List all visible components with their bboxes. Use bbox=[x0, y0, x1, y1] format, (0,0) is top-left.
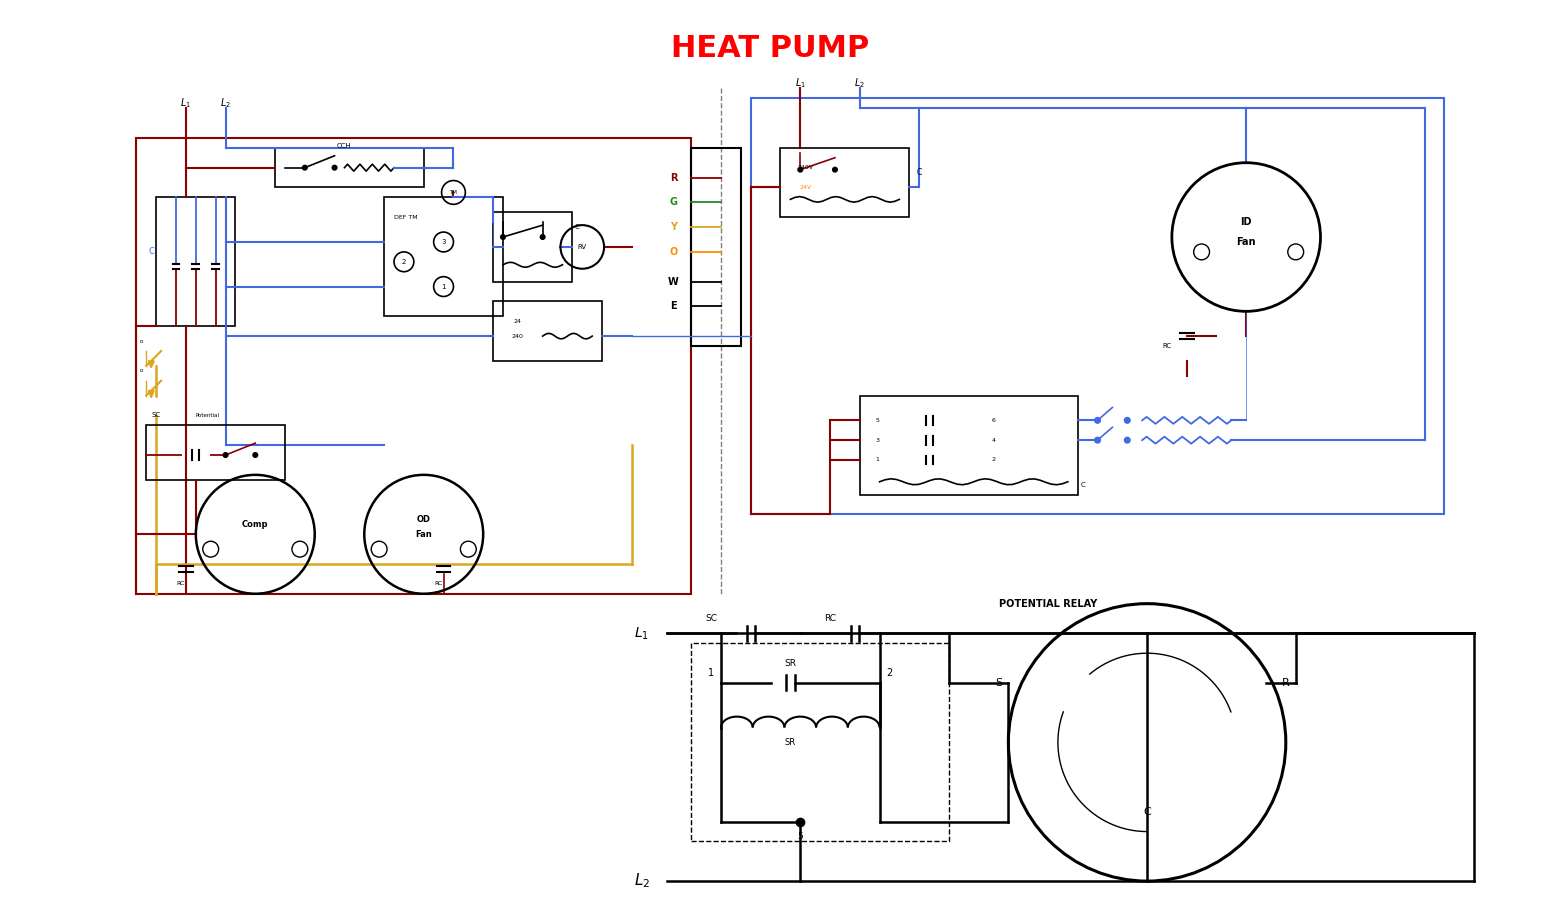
Text: SR: SR bbox=[785, 737, 796, 747]
Text: $L_1$: $L_1$ bbox=[634, 625, 650, 641]
Text: DEF TM: DEF TM bbox=[394, 215, 417, 220]
Polygon shape bbox=[149, 361, 154, 368]
Circle shape bbox=[1124, 437, 1129, 443]
Text: SC: SC bbox=[706, 614, 717, 623]
Text: 24V: 24V bbox=[799, 185, 811, 190]
Text: E: E bbox=[670, 301, 676, 311]
Bar bbox=[136, 138, 692, 594]
Text: ID: ID bbox=[1241, 217, 1252, 227]
Text: C: C bbox=[149, 247, 154, 256]
Text: CCH: CCH bbox=[337, 143, 352, 149]
Circle shape bbox=[253, 453, 257, 457]
Circle shape bbox=[541, 235, 544, 239]
Text: 240V: 240V bbox=[797, 166, 813, 170]
Circle shape bbox=[302, 166, 307, 169]
Text: 2: 2 bbox=[402, 259, 406, 264]
Text: C: C bbox=[917, 168, 921, 178]
Bar bbox=[493, 301, 602, 361]
Bar bbox=[780, 148, 909, 217]
Text: 1: 1 bbox=[707, 668, 713, 678]
Text: Fan: Fan bbox=[416, 530, 433, 539]
Bar bbox=[275, 148, 423, 188]
Circle shape bbox=[1095, 437, 1100, 443]
Text: 5: 5 bbox=[876, 418, 879, 423]
Text: RC: RC bbox=[434, 581, 442, 587]
Circle shape bbox=[223, 453, 228, 457]
Text: 1: 1 bbox=[442, 284, 445, 289]
Bar bbox=[692, 643, 949, 842]
Text: SR: SR bbox=[785, 659, 796, 668]
Circle shape bbox=[501, 235, 506, 239]
Polygon shape bbox=[149, 391, 154, 397]
Text: C: C bbox=[1081, 482, 1086, 488]
Text: POTENTIAL RELAY: POTENTIAL RELAY bbox=[999, 598, 1097, 608]
Text: O: O bbox=[670, 247, 678, 257]
Text: o: o bbox=[140, 339, 143, 343]
Text: 240: 240 bbox=[512, 334, 524, 339]
Bar bbox=[751, 98, 1444, 514]
Circle shape bbox=[833, 167, 838, 172]
Text: $L_1$: $L_1$ bbox=[180, 96, 191, 110]
Bar bbox=[692, 148, 741, 346]
Bar bbox=[493, 212, 572, 282]
Bar bbox=[385, 198, 503, 317]
Text: C: C bbox=[575, 224, 580, 230]
Circle shape bbox=[799, 167, 802, 172]
Text: C: C bbox=[1143, 807, 1151, 817]
Text: 2: 2 bbox=[991, 458, 996, 462]
Text: RV: RV bbox=[577, 244, 586, 250]
Text: Comp: Comp bbox=[242, 520, 268, 529]
Text: $L_1$: $L_1$ bbox=[794, 77, 807, 91]
Text: 2: 2 bbox=[886, 668, 892, 678]
Text: SC: SC bbox=[152, 413, 160, 418]
Text: 6: 6 bbox=[991, 418, 996, 423]
Text: G: G bbox=[670, 198, 678, 208]
Text: HEAT PUMP: HEAT PUMP bbox=[672, 34, 870, 63]
Text: R: R bbox=[670, 173, 678, 183]
Text: o: o bbox=[140, 369, 143, 373]
Text: R: R bbox=[1283, 678, 1290, 688]
Text: $L_2$: $L_2$ bbox=[220, 96, 231, 110]
Text: OD: OD bbox=[417, 515, 431, 524]
Text: RC: RC bbox=[1162, 343, 1171, 349]
Circle shape bbox=[332, 166, 337, 169]
Text: Potential: Potential bbox=[195, 413, 220, 418]
Text: 1: 1 bbox=[876, 458, 879, 462]
Text: 3: 3 bbox=[442, 239, 445, 245]
Circle shape bbox=[1095, 418, 1100, 423]
Bar bbox=[859, 395, 1078, 495]
Circle shape bbox=[1124, 418, 1129, 423]
Text: $L_2$: $L_2$ bbox=[634, 872, 650, 890]
Text: 24: 24 bbox=[513, 318, 521, 324]
Bar bbox=[146, 425, 285, 479]
Bar bbox=[157, 198, 236, 327]
Text: 5: 5 bbox=[797, 832, 803, 841]
Text: Fan: Fan bbox=[1236, 237, 1256, 247]
Text: S: S bbox=[994, 678, 1002, 688]
Text: $L_2$: $L_2$ bbox=[855, 77, 865, 91]
Text: RC: RC bbox=[824, 614, 836, 623]
Text: 3: 3 bbox=[876, 437, 879, 443]
Text: TM: TM bbox=[450, 190, 458, 195]
Text: 4: 4 bbox=[991, 437, 996, 443]
Text: Y: Y bbox=[670, 222, 676, 232]
Text: RC: RC bbox=[177, 581, 185, 587]
Text: W: W bbox=[668, 276, 679, 286]
